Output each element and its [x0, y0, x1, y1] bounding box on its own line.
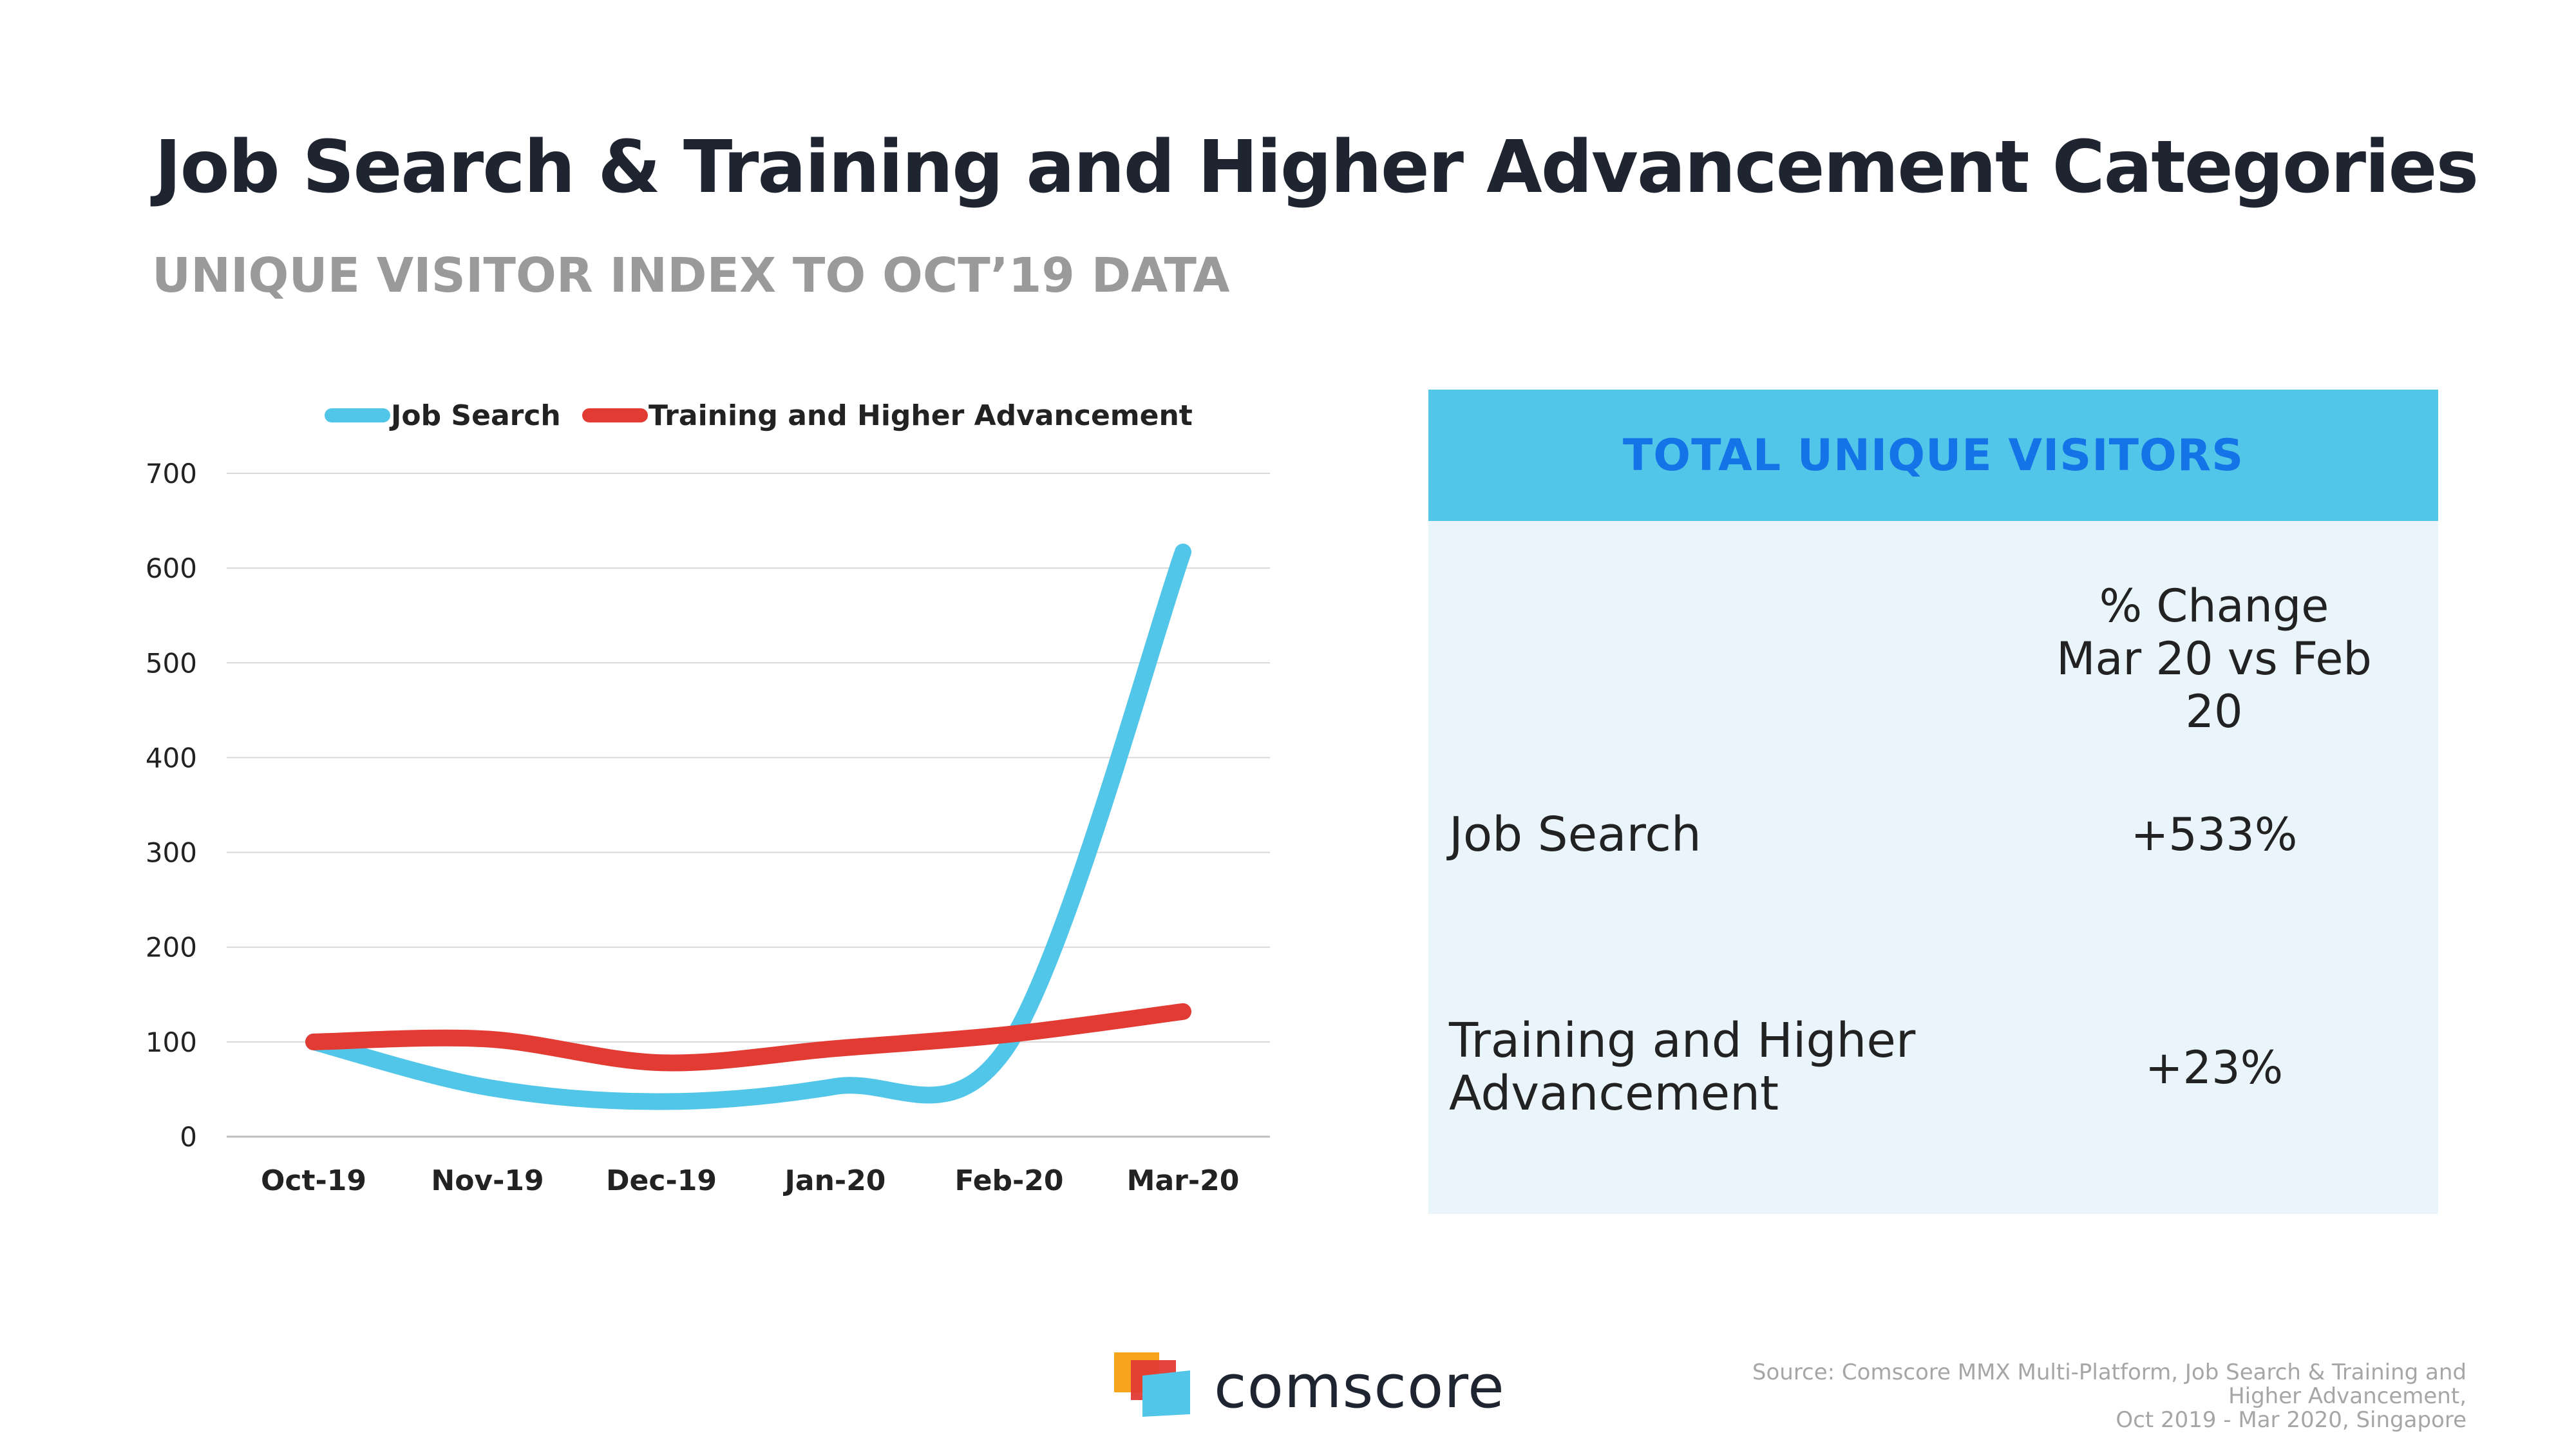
row-value-training: +23%	[2145, 1041, 2284, 1094]
legend-label: Job Search	[389, 399, 561, 432]
row-label-training: Training and Higher Advancement	[1449, 1014, 1977, 1120]
row-value-job-search: +533%	[2130, 808, 2298, 861]
y-tick-label: 600	[146, 553, 197, 584]
x-category-label: Feb-20	[954, 1164, 1063, 1197]
y-tick-label: 700	[146, 458, 197, 489]
row-label-line1: Job Search	[1449, 807, 1701, 862]
source-line: Oct 2019 - Mar 2020, Singapore	[2116, 1407, 2467, 1433]
change-column-header: % Change Mar 20 vs Feb 20	[2027, 580, 2401, 738]
y-tick-label: 300	[146, 837, 197, 869]
page-subtitle: UNIQUE VISITOR INDEX TO OCT’19 DATA	[152, 248, 1230, 303]
comscore-logo	[1114, 1352, 1190, 1417]
summary-panel-title: TOTAL UNIQUE VISITORS	[1622, 430, 2244, 481]
legend-label: Training and Higher Advancement	[649, 399, 1193, 432]
y-tick-label: 500	[146, 647, 197, 679]
x-category-label: Oct-19	[261, 1164, 366, 1197]
source-line: Higher Advancement,	[2228, 1383, 2467, 1409]
change-column-header-line2: Mar 20 vs Feb 20	[2056, 632, 2372, 738]
y-tick-label: 200	[146, 932, 197, 963]
source-note: Source: Comscore MMX Multi-Platform, Job…	[1629, 1361, 2467, 1432]
x-category-label: Dec-19	[606, 1164, 717, 1197]
chart-series	[305, 544, 1191, 1110]
line-chart: 0 100 200 300 400 500 600 700 Oct-19 Nov-19 Dec-1…	[146, 399, 1270, 1197]
chart-legend: Job Search Training and Higher Advancemen…	[325, 399, 1193, 432]
row-label-job-search: Job Search	[1449, 808, 1977, 861]
x-category-label: Jan-20	[783, 1164, 886, 1197]
row-label-line2: Advancement	[1449, 1066, 1779, 1121]
y-axis-ticks: 0 100 200 300 400 500 600 700	[146, 458, 197, 1153]
x-axis-categories: Oct-19 Nov-19 Dec-19 Jan-20 Feb-20 Mar-20	[261, 1164, 1239, 1197]
y-tick-label: 100	[146, 1027, 197, 1058]
x-category-label: Nov-19	[431, 1164, 544, 1197]
summary-panel-header: TOTAL UNIQUE VISITORS	[1428, 390, 2438, 521]
brand-name: comscore	[1214, 1352, 1505, 1421]
series-line-training	[305, 1003, 1191, 1072]
change-column-header-line1: % Change	[2099, 580, 2329, 632]
series-line-job-search	[305, 544, 1191, 1110]
y-tick-label: 400	[146, 742, 197, 773]
y-tick-label: 0	[180, 1121, 197, 1153]
x-category-label: Mar-20	[1127, 1164, 1240, 1197]
row-label-line1: Training and Higher	[1449, 1013, 1916, 1068]
source-line: Source: Comscore MMX Multi-Platform, Job…	[1752, 1359, 2467, 1385]
page-title: Job Search & Training and Higher Advance…	[155, 126, 2479, 209]
summary-panel: TOTAL UNIQUE VISITORS % Change Mar 20 vs…	[1428, 390, 2438, 1214]
